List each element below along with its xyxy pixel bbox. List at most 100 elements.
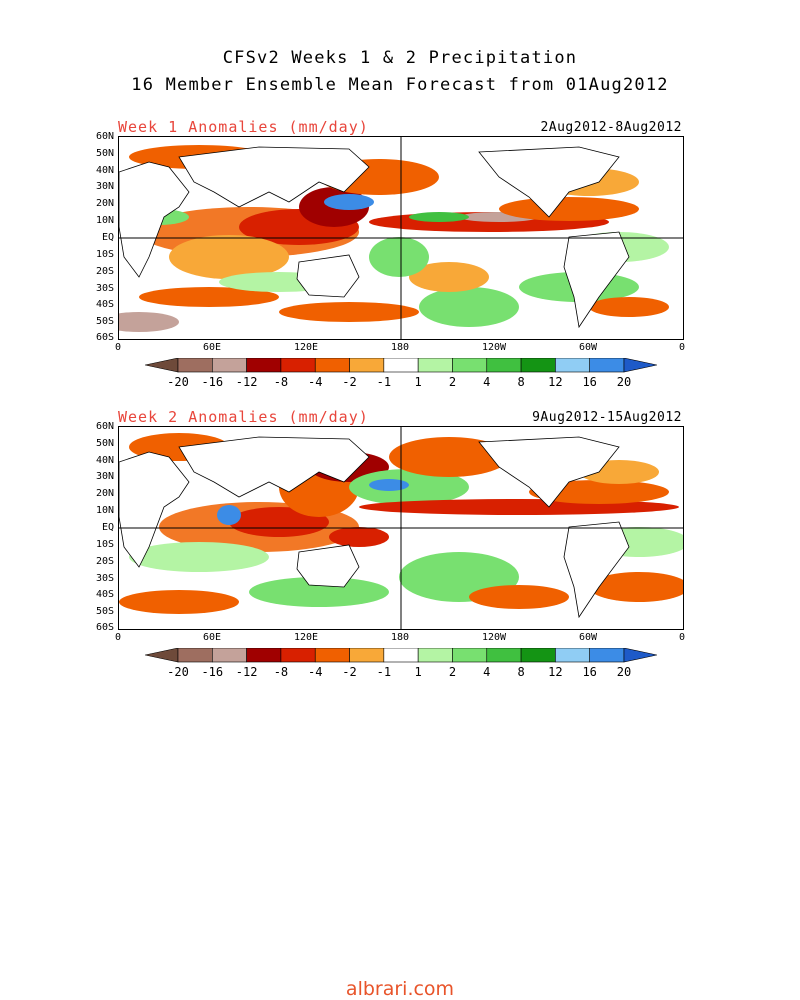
colorbar-segment bbox=[314, 358, 350, 373]
lat-label: 40N bbox=[95, 455, 114, 466]
lat-label: 10N bbox=[95, 215, 114, 226]
colorbar-segment bbox=[452, 358, 488, 373]
lat-label: EQ bbox=[101, 522, 114, 533]
week1-panel-title: Week 1 Anomalies (mm/day) bbox=[118, 118, 369, 136]
colorbar-segment bbox=[177, 648, 213, 663]
lat-label: 40S bbox=[95, 299, 114, 310]
colorbar-segment bbox=[383, 358, 419, 373]
lon-label: 0 bbox=[114, 632, 122, 643]
week2-date-range: 9Aug2012-15Aug2012 bbox=[532, 410, 682, 425]
lat-label: 60S bbox=[95, 332, 114, 343]
colorbar-tick-label: 16 bbox=[582, 375, 597, 389]
colorbar-tick-label: -4 bbox=[307, 375, 323, 389]
colorbar-tick-label: 8 bbox=[517, 375, 525, 389]
colorbar-segment bbox=[280, 358, 316, 373]
colorbar-segment bbox=[417, 648, 453, 663]
lat-label: 50S bbox=[95, 606, 114, 617]
colorbar-segment bbox=[417, 358, 453, 373]
lat-label: 60N bbox=[95, 421, 114, 432]
colorbar-tick-label: 12 bbox=[548, 665, 563, 679]
colorbar-segment bbox=[623, 358, 657, 373]
colorbar-segment bbox=[555, 648, 590, 663]
lat-label: 30N bbox=[95, 471, 114, 482]
colorbar-segment bbox=[452, 648, 488, 663]
colorbar-segment bbox=[145, 648, 179, 663]
colorbar-tick-label: 12 bbox=[548, 375, 563, 389]
colorbar-tick-label: -12 bbox=[235, 375, 258, 389]
colorbar-segment bbox=[589, 648, 625, 663]
colorbar-tick-label: 2 bbox=[448, 375, 457, 389]
lat-label: 60N bbox=[95, 131, 114, 142]
colorbar-tick-label: 8 bbox=[517, 665, 525, 679]
colorbar-tick-label: 4 bbox=[483, 665, 491, 679]
colorbar-segment bbox=[623, 648, 657, 663]
lat-label: 40N bbox=[95, 165, 114, 176]
colorbar-tick-label: -16 bbox=[201, 375, 224, 389]
week1-coastlines bbox=[119, 146, 630, 329]
colorbar-tick-label: -16 bbox=[201, 665, 224, 679]
colorbar-segment bbox=[177, 358, 213, 373]
colorbar-tick-label: -12 bbox=[235, 665, 258, 679]
colorbar-tick-label: -20 bbox=[167, 665, 189, 679]
lon-label: 0 bbox=[678, 342, 686, 353]
week2-colorbar bbox=[145, 648, 657, 663]
week1-map-svg bbox=[119, 137, 683, 339]
lat-label: 10S bbox=[95, 249, 114, 260]
lon-label: 0 bbox=[678, 632, 686, 643]
colorbar-segment bbox=[486, 648, 522, 663]
lon-label: 180 bbox=[390, 632, 410, 643]
week1-anomaly-map bbox=[118, 136, 684, 340]
week2-coastlines bbox=[119, 436, 630, 619]
week1-colorbar bbox=[145, 358, 657, 373]
lat-label: EQ bbox=[101, 232, 114, 243]
lat-label: 20S bbox=[95, 266, 114, 277]
colorbar-segment bbox=[349, 358, 385, 373]
colorbar-tick-label: 20 bbox=[616, 375, 632, 389]
colorbar-segment bbox=[145, 358, 179, 373]
colorbar-segment bbox=[555, 358, 590, 373]
colorbar-segment bbox=[246, 648, 282, 663]
colorbar-tick-label: -1 bbox=[376, 375, 392, 389]
lat-label: 40S bbox=[95, 589, 114, 600]
colorbar-segment bbox=[383, 648, 419, 663]
colorbar-tick-label: -4 bbox=[307, 665, 323, 679]
lat-label: 20S bbox=[95, 556, 114, 567]
lat-label: 30S bbox=[95, 283, 114, 294]
figure-title-line-1: CFSv2 Weeks 1 & 2 Precipitation bbox=[222, 48, 578, 68]
colorbar-tick-label: -1 bbox=[376, 665, 392, 679]
lat-label: 50S bbox=[95, 316, 114, 327]
lon-label: 120E bbox=[293, 342, 319, 353]
week2-panel-title: Week 2 Anomalies (mm/day) bbox=[118, 408, 369, 426]
lat-label: 20N bbox=[95, 488, 114, 499]
colorbar-tick-label: 2 bbox=[448, 665, 457, 679]
week1-date-range: 2Aug2012-8Aug2012 bbox=[540, 120, 682, 135]
lat-label: 20N bbox=[95, 198, 114, 209]
lon-label: 60E bbox=[202, 342, 222, 353]
lat-label: 50N bbox=[95, 148, 114, 159]
lon-label: 60E bbox=[202, 632, 222, 643]
figure-title-line-2: 16 Member Ensemble Mean Forecast from 01… bbox=[131, 75, 669, 95]
colorbar-tick-label: 20 bbox=[616, 665, 632, 679]
lat-label: 30N bbox=[95, 181, 114, 192]
lon-label: 60W bbox=[578, 632, 598, 643]
colorbar-segment bbox=[246, 358, 282, 373]
week2-map-svg bbox=[119, 427, 683, 629]
colorbar-segment bbox=[280, 648, 316, 663]
lat-label: 60S bbox=[95, 622, 114, 633]
lon-label: 60W bbox=[578, 342, 598, 353]
lat-label: 30S bbox=[95, 573, 114, 584]
colorbar-tick-label: 1 bbox=[414, 665, 422, 679]
colorbar-segment bbox=[589, 358, 625, 373]
lat-label: 10N bbox=[95, 505, 114, 516]
lon-label: 120E bbox=[293, 632, 319, 643]
colorbar-tick-label: 4 bbox=[483, 375, 491, 389]
colorbar-tick-label: -8 bbox=[273, 665, 289, 679]
lat-label: 50N bbox=[95, 438, 114, 449]
lat-label: 10S bbox=[95, 539, 114, 550]
week2-anomaly-map bbox=[118, 426, 684, 630]
colorbar-tick-label: -20 bbox=[167, 375, 189, 389]
lon-label: 120W bbox=[481, 342, 507, 353]
colorbar-segment bbox=[520, 358, 556, 373]
colorbar-tick-label: -8 bbox=[273, 375, 289, 389]
colorbar-tick-label: -2 bbox=[342, 665, 357, 679]
